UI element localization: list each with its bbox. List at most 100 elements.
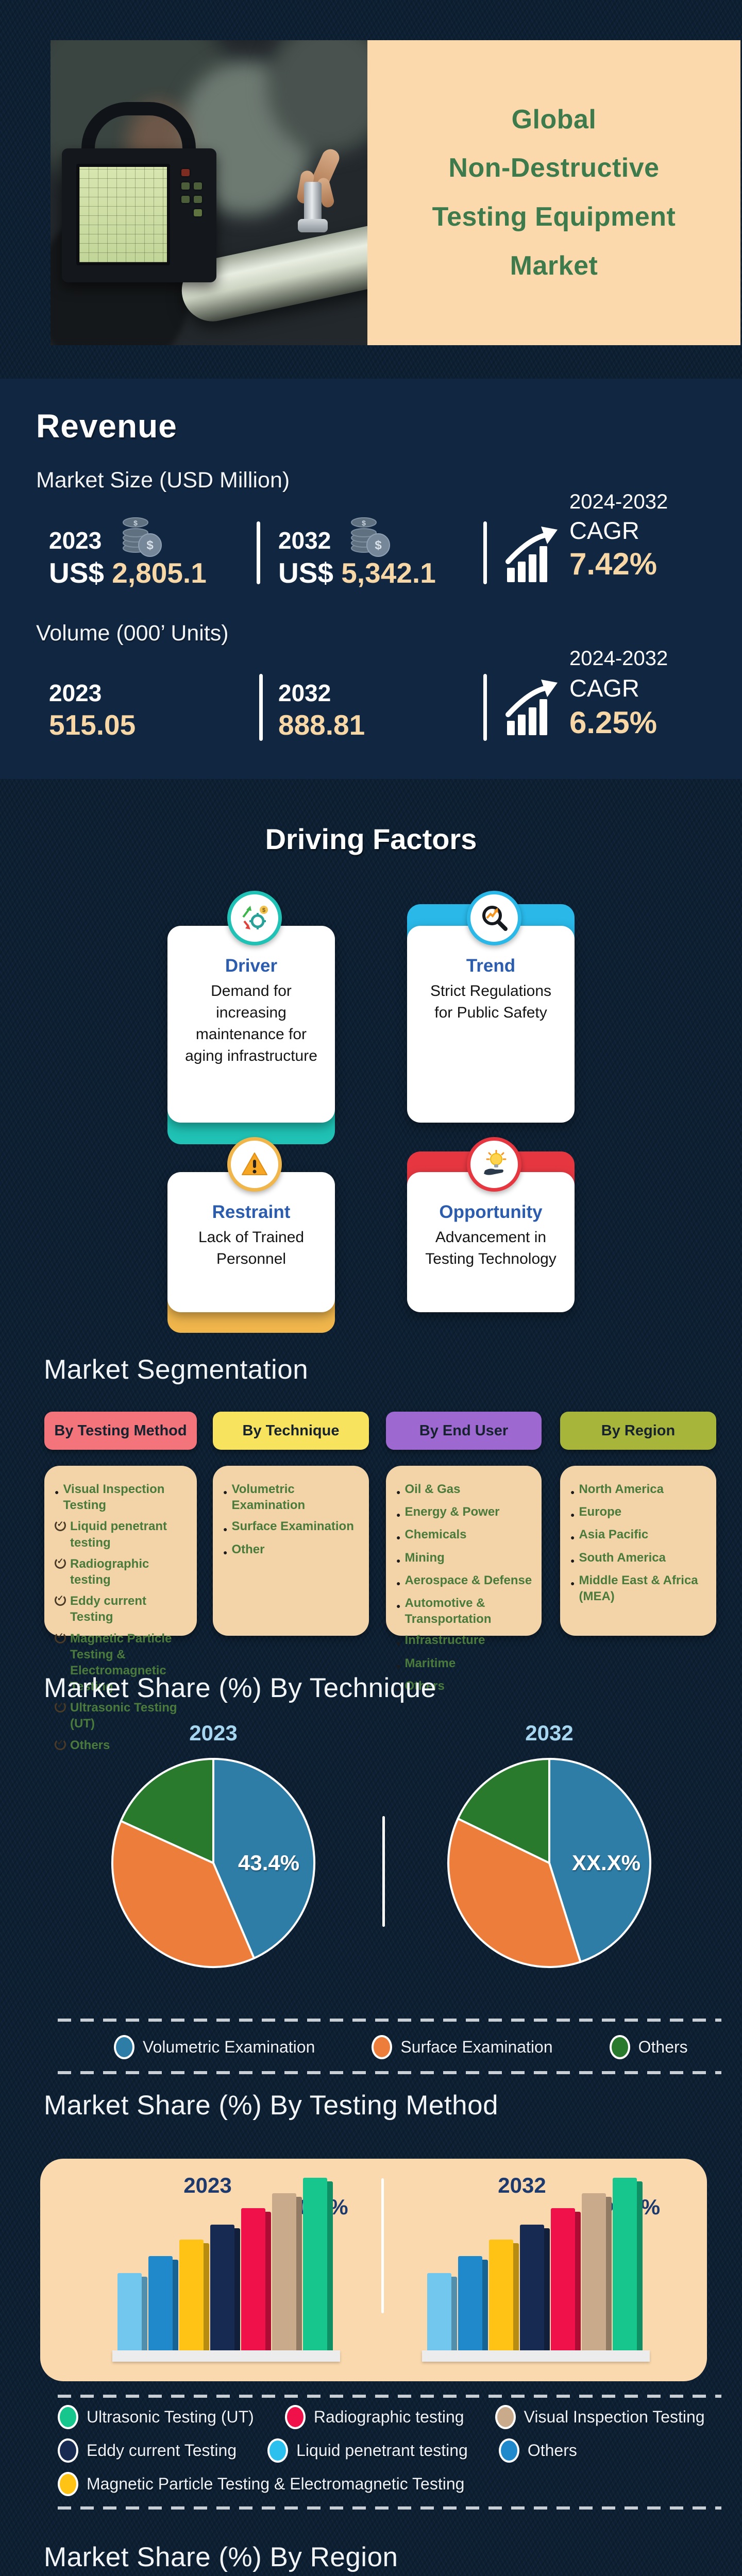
dashed-rule (58, 2395, 721, 2398)
list-item: Ultrasonic Testing (UT) (55, 1700, 189, 1732)
bullet-icon (396, 1634, 400, 1650)
restraint-card: Restraint Lack of Trained Personnel (167, 1172, 335, 1312)
legend-item: Radiographic testing (284, 2405, 464, 2429)
legend-item: Visual Inspection Testing (495, 2405, 705, 2429)
list-item: Aerospace & Defense (396, 1572, 533, 1590)
list-item: Liquid penetrant testing (55, 1518, 189, 1550)
pie-slice-surface-examination (111, 1820, 255, 1969)
bar-baseline (112, 2350, 340, 2362)
bullet-icon (55, 1520, 66, 1532)
hero-photo-hand-probe (272, 146, 349, 244)
restraint-card-text: Lack of Trained Personnel (198, 1229, 305, 1267)
bar-liquid-penetrant-testing (117, 2273, 142, 2350)
list-item: Automotive & Transportation (396, 1595, 533, 1627)
bullet-icon (396, 1528, 400, 1544)
divider (381, 2178, 384, 2313)
list-item: Volumetric Examination (223, 1481, 361, 1513)
pie-slice-surface-examination (447, 1818, 582, 1968)
opportunity-card-text: Advancement in Testing Technology (425, 1229, 556, 1267)
list-item: Surface Examination (223, 1518, 361, 1536)
dashed-rule (58, 2019, 721, 2022)
hero-photo-device-screen (76, 164, 170, 265)
list-item: Middle East & Africa (MEA) (570, 1572, 708, 1604)
list-item: Infrastructure (396, 1632, 533, 1650)
pie-slice-others (120, 1758, 214, 1864)
region-share-title: Market Share (%) By Region (44, 2542, 398, 2572)
bullet-icon (570, 1528, 575, 1544)
segmentation-header-end-user: By End User (386, 1412, 542, 1450)
bar-radiographic-testing (551, 2208, 575, 2350)
bullet-icon (55, 1483, 59, 1513)
divider (257, 521, 260, 584)
bar-radiographic-testing (241, 2208, 265, 2350)
segmentation-title: Market Segmentation (44, 1354, 309, 1385)
list-item: Oil & Gas (396, 1481, 533, 1499)
warning-triangle-icon (242, 1153, 267, 1175)
bar-liquid-penetrant-testing (427, 2273, 451, 2350)
volume-year-end: 2032 (278, 680, 331, 706)
restraint-card-title: Restraint (212, 1202, 291, 1222)
svg-text:$: $ (375, 538, 382, 552)
volume-value-start: 515.05 (49, 709, 136, 741)
legend-item: Liquid penetrant testing (267, 2438, 468, 2463)
restraint-badge (227, 1137, 282, 1192)
bullet-icon (396, 1483, 400, 1499)
bar-year-2023: 2023 (183, 2173, 232, 2197)
technique-legend: Volumetric Examination Surface Examinatio… (114, 2035, 722, 2059)
bar-others (148, 2256, 173, 2350)
segmentation-list-end-user: Oil & Gas Energy & Power Chemicals Mining Ae… (386, 1466, 542, 1693)
legend-swatch-icon (609, 2035, 630, 2059)
opportunity-badge (467, 1137, 521, 1192)
hero-photo (50, 40, 367, 345)
dashed-rule (58, 2071, 721, 2074)
pie-chart-2023 (111, 1758, 316, 1969)
cagr-label: CAGR (569, 674, 639, 702)
legend-swatch-icon (372, 2035, 393, 2059)
divider (382, 1816, 385, 1927)
bullet-icon (570, 1483, 575, 1499)
bullet-icon (396, 1551, 400, 1567)
bullet-icon (55, 1632, 66, 1643)
divider (483, 521, 487, 584)
svg-text:$: $ (362, 519, 366, 527)
list-item: Others (396, 1678, 533, 1696)
bullet-icon (55, 1701, 66, 1713)
list-item: North America (570, 1481, 708, 1499)
driver-card-title: Driver (225, 956, 278, 976)
opportunity-card: Opportunity Advancement in Testing Techn… (407, 1172, 575, 1312)
segmentation-header-technique: By Technique (213, 1412, 369, 1450)
segmentation-list-region: North America Europe Asia Pacific South Ame… (560, 1466, 716, 1636)
segmentation-header-region: By Region (560, 1412, 716, 1450)
revenue-section-title: Revenue (36, 408, 177, 445)
bar-year-2032: 2032 (498, 2173, 546, 2197)
market-size-value-end: US$ 5,342.1 (278, 557, 436, 589)
cagr-value: 6.25% (569, 705, 657, 740)
coins-icon: $ $ (351, 517, 390, 557)
bar-magnetic-particle-testing-electromagnetic-testing (489, 2240, 513, 2350)
bar-others (458, 2256, 482, 2350)
legend-item: Others (609, 2035, 688, 2059)
trend-magnifier-icon (482, 906, 508, 931)
pie-chart-2032 (447, 1758, 651, 1968)
divider (259, 674, 263, 741)
svg-text:$: $ (133, 519, 138, 527)
legend-swatch-icon (267, 2438, 289, 2463)
bullet-icon (570, 1505, 575, 1521)
bar-baseline (422, 2350, 650, 2362)
opportunity-card-title: Opportunity (439, 1202, 543, 1222)
bullet-icon (223, 1520, 227, 1536)
bar-visual-inspection-testing (272, 2193, 296, 2350)
list-item: Radiographic testing (55, 1556, 189, 1588)
cagr-label: CAGR (569, 517, 639, 544)
list-item: Maritime (396, 1655, 533, 1673)
driving-factors-title: Driving Factors (265, 823, 477, 855)
trend-card-text: Strict Regulations for Public Safety (430, 982, 552, 1021)
bullet-icon (570, 1551, 575, 1567)
legend-item: Volumetric Examination (114, 2035, 315, 2059)
list-item: Others (55, 1737, 189, 1753)
testing-method-legend: Ultrasonic Testing (UT) Radiographic test… (58, 2405, 721, 2496)
driver-card: Driver Demand for increasing maintenance… (167, 926, 335, 1123)
legend-item: Magnetic Particle Testing & Electromagne… (58, 2472, 464, 2496)
driver-card-text: Demand for increasing maintenance for ag… (185, 982, 317, 1064)
